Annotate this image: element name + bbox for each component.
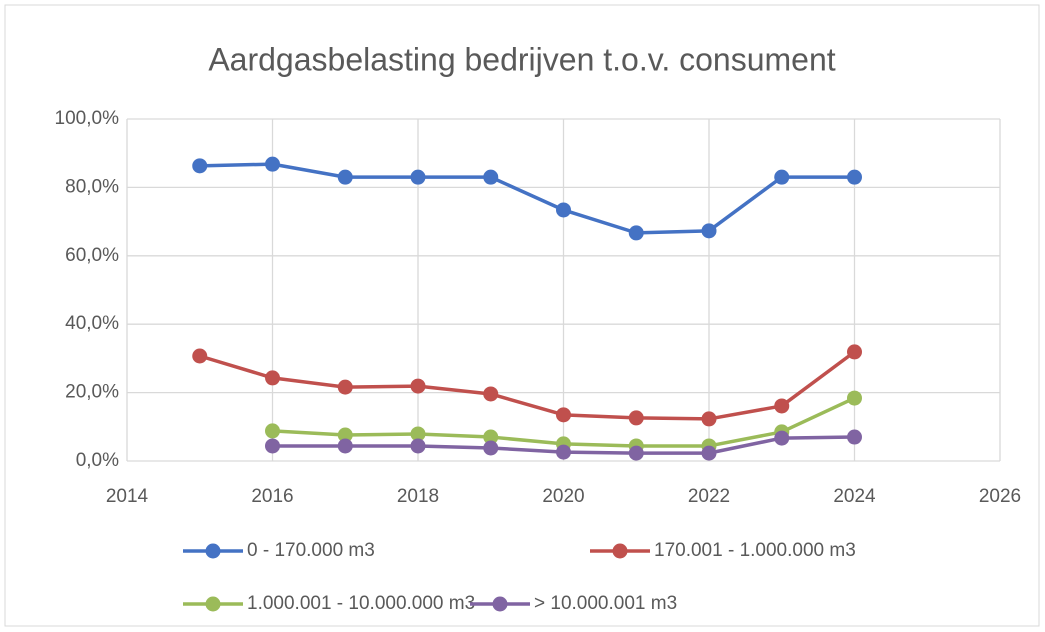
data-point [774,430,790,446]
data-point [265,370,280,386]
y-tick-label: 20,0% [65,382,119,403]
series-line [199,162,855,235]
data-point [410,169,426,185]
y-tick-label: 100,0% [55,108,120,129]
data-point [483,386,499,402]
legend-marker [205,596,221,612]
data-point [847,344,862,360]
x-tick-label: 2014 [106,486,149,507]
data-point [556,202,571,218]
legend-label: 0 - 170.000 m3 [247,540,375,561]
y-tick-label: 80,0% [65,176,119,197]
series-line [199,350,856,421]
data-point [410,378,426,394]
data-point [265,156,280,172]
legend-marker [612,543,628,559]
data-point [265,438,280,454]
data-point [774,398,790,414]
data-point [701,411,717,427]
data-point [774,169,790,185]
data-point [701,445,717,461]
data-point [701,223,717,239]
legend-label: > 10.000.001 m3 [534,593,677,614]
data-point [483,440,499,456]
y-tick-label: 0,0% [76,450,119,471]
x-tick-label: 2026 [979,486,1021,507]
data-point [337,169,353,185]
data-point [847,390,862,406]
chart-title: Aardgasbelasting bedrijven t.o.v. consum… [208,41,835,77]
data-point [556,407,571,423]
data-point [628,445,644,461]
x-tick-label: 2020 [542,486,584,507]
data-point [847,429,862,445]
y-tick-label: 60,0% [65,245,119,266]
legend-label: 1.000.001 - 10.000.000 m3 [247,593,475,614]
legend-marker [492,596,508,612]
data-point [483,169,499,185]
x-tick-label: 2024 [833,486,876,507]
data-point [410,426,426,442]
data-point [410,438,426,454]
data-point [337,379,353,395]
x-tick-label: 2018 [397,486,439,507]
data-point [265,423,280,439]
data-point [483,429,499,445]
data-point [192,348,208,364]
x-tick-label: 2016 [251,486,293,507]
data-point [337,427,353,443]
data-point [847,169,862,185]
data-point [192,158,208,174]
chart-frame [4,4,1040,627]
legend-marker [205,543,221,559]
y-tick-label: 40,0% [65,313,119,334]
data-point [556,444,571,460]
x-tick-label: 2022 [688,486,730,507]
legend-label: 170.001 - 1.000.000 m3 [654,540,856,561]
data-point [628,225,644,241]
data-point [628,410,644,426]
data-point [337,438,353,454]
